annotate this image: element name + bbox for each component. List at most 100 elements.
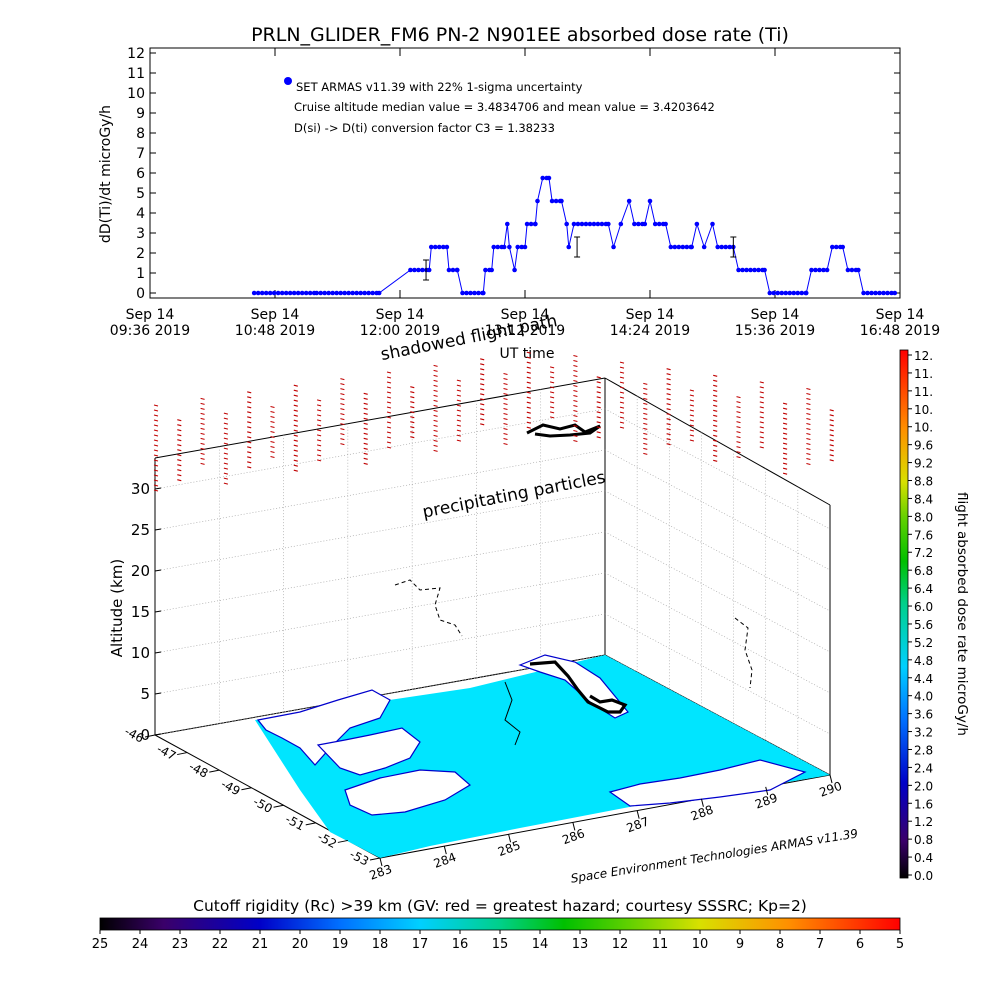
particle-dash bbox=[666, 408, 671, 411]
dose-point bbox=[861, 290, 866, 296]
particle-dash bbox=[736, 396, 741, 399]
annotation-precipitating: precipitating particles bbox=[421, 468, 607, 523]
particle-dash bbox=[713, 374, 718, 377]
particle-dash bbox=[713, 449, 718, 452]
particle-dash bbox=[410, 416, 415, 419]
particle-dash bbox=[363, 402, 368, 405]
particle-dash bbox=[503, 427, 508, 431]
dose-point bbox=[472, 290, 477, 296]
particle-dash bbox=[270, 450, 275, 454]
legend-line3: D(si) -> D(ti) conversion factor C3 = 1.… bbox=[294, 121, 555, 135]
particle-dash bbox=[247, 421, 252, 424]
particle-dash bbox=[573, 434, 578, 438]
dose-point bbox=[450, 267, 456, 273]
particle-dash bbox=[177, 459, 182, 462]
particle-dash bbox=[247, 411, 252, 414]
dose-colorbar-tick-label: 4.4 bbox=[914, 672, 933, 686]
particle-dash bbox=[549, 386, 555, 389]
particle-dash bbox=[526, 421, 531, 424]
particle-dash bbox=[340, 398, 345, 401]
particle-dash bbox=[433, 419, 438, 422]
x-tick-time: 16:48 2019 bbox=[860, 323, 940, 339]
particle-dash bbox=[200, 457, 205, 460]
particle-dash bbox=[713, 384, 718, 387]
particle-dash bbox=[526, 426, 531, 429]
particle-dash bbox=[223, 482, 229, 485]
particle-dash bbox=[806, 417, 811, 421]
particle-dash bbox=[153, 474, 159, 477]
particle-dash bbox=[270, 420, 275, 424]
dose-colorbar-label: flight absorbed dose rate microGy/h bbox=[954, 492, 970, 736]
particle-dash bbox=[713, 439, 718, 442]
dose-point bbox=[684, 244, 690, 250]
dose-point bbox=[255, 290, 261, 296]
particle-dash bbox=[643, 422, 648, 425]
longitude-tick bbox=[765, 786, 769, 795]
x-tick-date: Sep 14 bbox=[376, 307, 425, 323]
dose-point bbox=[446, 267, 452, 273]
particle-dash bbox=[759, 416, 764, 419]
particle-dash bbox=[433, 409, 438, 412]
particle-dash bbox=[153, 414, 159, 417]
particle-dash bbox=[177, 424, 182, 427]
particle-dash bbox=[713, 459, 718, 462]
x-tick-date: Sep 14 bbox=[126, 307, 175, 323]
particle-dash bbox=[736, 436, 741, 439]
particle-dash bbox=[223, 477, 229, 480]
dose-point bbox=[342, 290, 347, 296]
particle-dash bbox=[410, 386, 415, 389]
dose-point bbox=[652, 221, 658, 227]
rigidity-colorbar-tick-label: 19 bbox=[332, 937, 349, 952]
particle-dash bbox=[153, 459, 159, 462]
latitude-tick bbox=[369, 857, 381, 861]
precipitating-particles-columns bbox=[153, 351, 834, 492]
particle-dash bbox=[829, 419, 834, 422]
side-wall-grid bbox=[604, 490, 831, 612]
particle-dash bbox=[363, 442, 368, 445]
particle-dash bbox=[223, 457, 229, 460]
ground-flight-track bbox=[529, 660, 628, 714]
dose-point bbox=[515, 244, 521, 250]
back-wall-grid bbox=[154, 408, 606, 490]
latitude-tick bbox=[337, 839, 348, 843]
particle-dash bbox=[596, 386, 601, 389]
y-tick-label: 3 bbox=[136, 226, 145, 242]
particle-dash bbox=[643, 402, 648, 405]
particle-dash bbox=[666, 398, 671, 401]
particle-dash bbox=[433, 429, 438, 432]
dose-point bbox=[338, 290, 343, 296]
particle-dash bbox=[619, 366, 625, 369]
particle-dash bbox=[643, 382, 648, 385]
particle-dash bbox=[316, 399, 322, 402]
particle-dash bbox=[433, 374, 438, 377]
side-wall-grid bbox=[604, 613, 831, 735]
dose-rate-colorbar: 12. 11. 11. 10. 10. 9.6 9.2 8.8 8.4 8.0 7.6 7.2 6.8 6… bbox=[899, 349, 970, 883]
particle-dash bbox=[247, 396, 252, 399]
particle-dash bbox=[573, 394, 578, 398]
particle-dash bbox=[666, 368, 671, 371]
particle-dash bbox=[713, 394, 718, 397]
particle-dash bbox=[410, 431, 415, 434]
particle-dash bbox=[363, 392, 368, 395]
x-tick-time: 12:00 2019 bbox=[360, 323, 440, 339]
particle-dash bbox=[223, 447, 229, 450]
particle-dash bbox=[689, 399, 695, 402]
latitude-tick bbox=[209, 769, 220, 773]
particle-dash bbox=[340, 408, 345, 411]
particle-dash bbox=[316, 424, 322, 427]
particle-dash bbox=[223, 462, 229, 465]
particle-dash bbox=[829, 449, 834, 452]
dose-point bbox=[507, 244, 512, 250]
dose-colorbar-tick-label: 11. bbox=[914, 385, 933, 399]
particle-dash bbox=[736, 426, 741, 429]
particle-dash bbox=[619, 421, 625, 424]
dose-point bbox=[762, 267, 767, 273]
longitude-tick bbox=[829, 774, 833, 784]
dose-point bbox=[889, 290, 894, 296]
particle-dash bbox=[503, 387, 508, 391]
particle-dash bbox=[480, 418, 485, 421]
dose-point bbox=[326, 290, 331, 296]
particle-dash bbox=[247, 426, 252, 429]
particle-dash bbox=[666, 418, 671, 421]
